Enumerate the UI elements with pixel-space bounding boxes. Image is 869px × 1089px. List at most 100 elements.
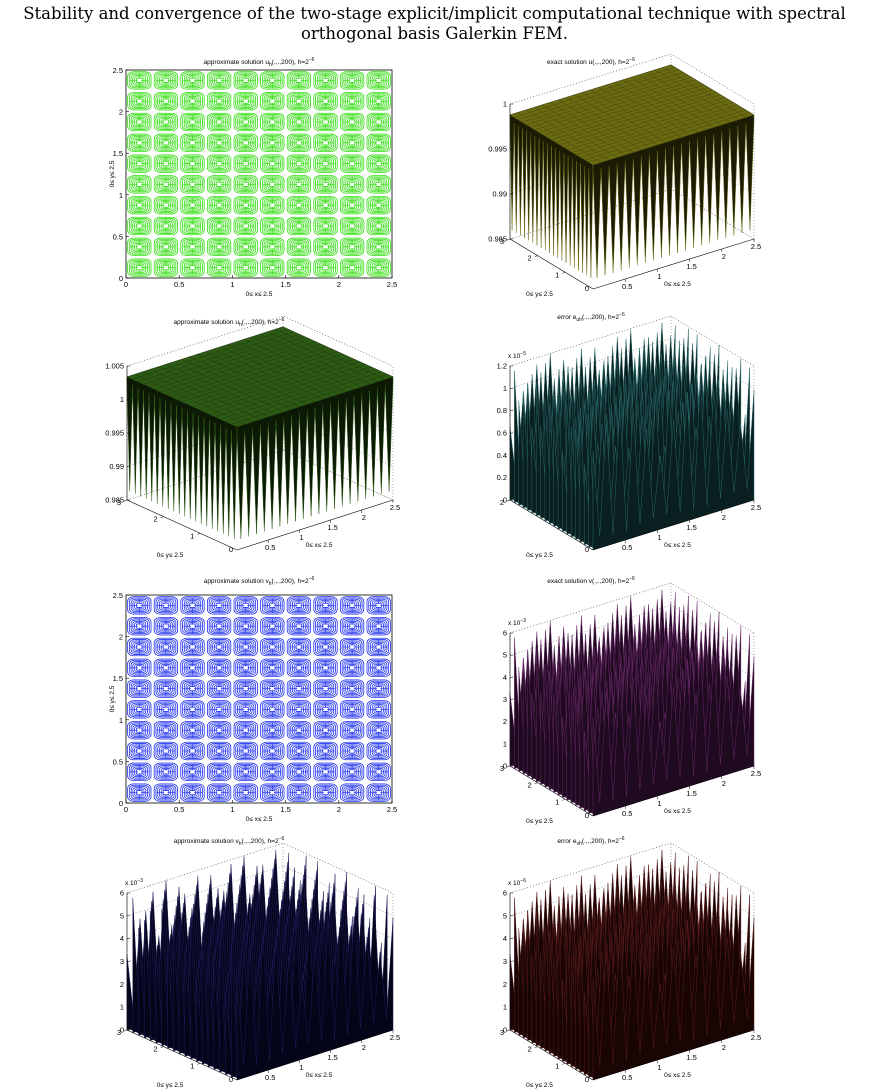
contour-center: [137, 141, 141, 145]
y-axis-label: 0≤ y≤ 2.5: [109, 685, 116, 712]
contour-line: [315, 680, 336, 697]
z-tick-label: 3: [503, 695, 507, 704]
contour-cell: [233, 617, 258, 636]
z-tick-label: 1: [120, 1003, 124, 1012]
contour-line: [368, 618, 390, 635]
contour-center: [323, 749, 328, 753]
contour-center: [377, 791, 381, 795]
contour-center: [244, 645, 248, 649]
contour-center: [217, 266, 221, 270]
contour-cell: [233, 237, 258, 256]
contour-center: [137, 245, 141, 249]
contour-cell: [206, 617, 232, 636]
contour-center: [297, 791, 301, 795]
mesh-line: [259, 334, 370, 385]
z-tick-label: 1: [503, 100, 507, 109]
contour-cell: [339, 783, 365, 802]
panel-title: exact solution v(.,.,200), h=2−6: [547, 576, 635, 585]
contour-center: [270, 666, 274, 670]
contour-line: [341, 218, 363, 234]
mesh-line: [209, 364, 366, 415]
x-axis: [592, 1029, 755, 1081]
contour-line: [235, 259, 257, 276]
y-tick: [506, 1029, 511, 1032]
contour-line: [260, 196, 285, 215]
contour-line: [153, 196, 179, 215]
surface-front-right: [592, 114, 755, 278]
x-axis: [592, 499, 755, 551]
contour-line: [128, 176, 150, 193]
contour-line: [313, 700, 338, 719]
contour-line: [261, 680, 283, 697]
contour-cell: [339, 112, 365, 132]
contour-cell: [206, 637, 232, 657]
contour-line: [180, 658, 205, 677]
contour-line: [127, 133, 152, 152]
surface: [509, 589, 755, 817]
contour-line: [153, 721, 179, 740]
contour-cell: [366, 112, 391, 132]
contour-line: [261, 743, 283, 759]
contour-line: [339, 71, 365, 90]
contour-line: [261, 218, 283, 234]
contour-cell: [233, 258, 258, 277]
y-tick-label: 0.5: [113, 757, 123, 766]
contour-center: [137, 749, 141, 753]
contour-cell: [366, 741, 391, 761]
z-tick-label: 1: [120, 395, 124, 404]
contour-center: [190, 245, 195, 249]
contour-cell: [127, 196, 152, 215]
surface-row: [592, 382, 755, 551]
contour-line: [155, 784, 177, 801]
contour-cell: [233, 112, 258, 132]
x-axis: [592, 238, 755, 290]
contour-cell: [286, 71, 312, 90]
contour-cell: [313, 258, 338, 277]
contour-cell: [153, 258, 179, 277]
contour-line: [286, 700, 312, 719]
x-axis-label: 0≤ x≤ 2.5: [306, 542, 333, 549]
contour-cell: [206, 596, 232, 615]
contour-line: [313, 637, 338, 657]
contour-center: [297, 749, 301, 753]
contour-line: [261, 72, 283, 89]
mesh-line: [275, 329, 386, 380]
contour-line: [182, 701, 203, 718]
y-axis: [509, 1029, 594, 1081]
contour-cell: [127, 154, 152, 173]
contour-cell: [180, 658, 205, 677]
contour-line: [155, 639, 177, 655]
contour-cell: [127, 237, 152, 256]
contour-line: [155, 93, 177, 110]
contour-cell: [260, 112, 285, 132]
contour-line: [261, 618, 283, 635]
panel-p4: error euh(.,.,200), h=2−6 x 10−5 0 0.2 0.4 0.…: [497, 312, 762, 559]
contour-cell: [180, 762, 205, 781]
contour-center: [297, 707, 301, 712]
contour-center: [244, 624, 248, 628]
contour-center: [190, 603, 195, 608]
contour-line: [261, 639, 283, 655]
contour-line: [288, 155, 310, 172]
contour-center: [350, 624, 354, 628]
contour-line: [182, 259, 203, 276]
contour-line: [153, 741, 179, 761]
contour-line: [313, 112, 338, 132]
panel-title: approximate solution uh(.,.,200), h=2−6: [174, 317, 285, 328]
contour-line: [366, 258, 391, 277]
contour-center: [297, 203, 301, 207]
contour-line: [208, 197, 230, 214]
contour-line: [182, 763, 203, 780]
contour-line: [313, 175, 338, 194]
z-tick-label: 6: [120, 889, 124, 898]
contour-line: [366, 216, 391, 236]
contour-line: [286, 762, 312, 781]
y-tick: [160, 516, 164, 518]
surface-front-left: [126, 376, 238, 539]
contour-center: [190, 770, 195, 774]
contour-line: [206, 762, 232, 781]
contour-line: [206, 741, 232, 761]
contour-line: [368, 134, 390, 151]
contour-cell: [153, 237, 179, 256]
contour-center: [350, 603, 354, 608]
